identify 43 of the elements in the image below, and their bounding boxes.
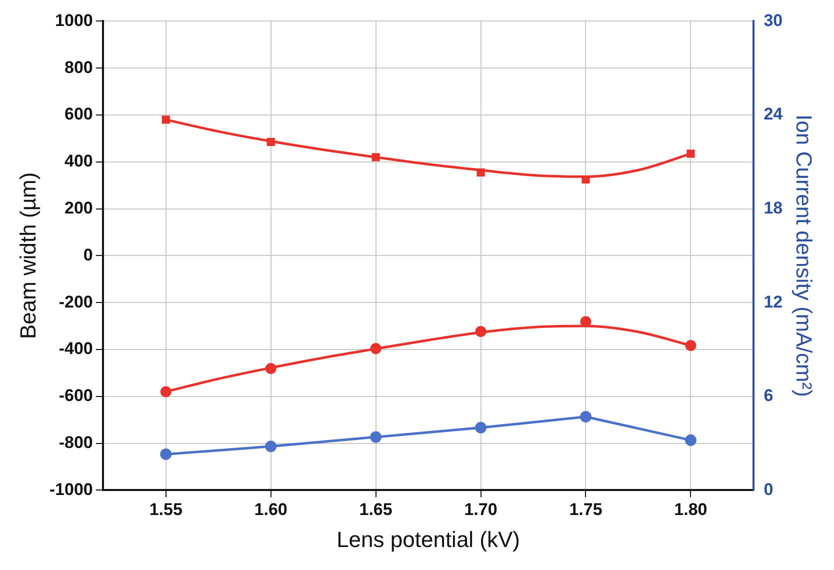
x-tick-label: 1.60 — [254, 500, 288, 520]
point — [160, 386, 172, 398]
point — [685, 340, 696, 352]
point — [580, 316, 592, 328]
point — [372, 153, 380, 162]
y-tick-label: 200 — [64, 198, 93, 218]
x-tick-label: 1.75 — [569, 500, 602, 520]
point — [160, 448, 172, 460]
x-axis-title: Lens potential (kV) — [336, 526, 520, 552]
y-tick-label: 600 — [64, 104, 93, 124]
point — [686, 150, 695, 158]
y-tick-label: -400 — [58, 339, 93, 358]
x-tick-label: 1.65 — [359, 500, 392, 520]
y-tick-label: -800 — [58, 432, 93, 452]
point — [265, 440, 277, 452]
point — [370, 431, 382, 443]
y-axis-title: Beam width (µm) — [15, 172, 40, 340]
point — [475, 422, 487, 434]
y2-tick-label: 24 — [764, 104, 784, 124]
y-tick-label: -1000 — [49, 480, 93, 499]
y2-tick-label: 12 — [764, 292, 783, 312]
y-tick-label: 400 — [64, 152, 93, 171]
y-tick-label: -200 — [58, 292, 93, 312]
y2-axis-title: Ion Current density (mA/cm²) — [792, 114, 817, 397]
y-tick-label: 800 — [64, 58, 93, 77]
point — [162, 116, 170, 124]
y2-tick-label: 0 — [764, 480, 774, 499]
point — [476, 168, 485, 176]
x-tick-label: 1.80 — [674, 500, 708, 520]
point — [684, 434, 696, 446]
x-tick-label: 1.70 — [464, 500, 498, 520]
point — [580, 410, 592, 422]
point — [475, 326, 486, 337]
y-tick-label: 1000 — [55, 10, 93, 30]
point — [370, 343, 382, 354]
y2-tick-label: 6 — [764, 386, 774, 406]
y-tick-label: -600 — [58, 386, 93, 406]
y2-tick-label: 18 — [764, 198, 783, 218]
point — [265, 362, 276, 374]
point — [266, 138, 275, 146]
x-tick-label: 1.55 — [149, 500, 182, 520]
y-tick-label: 0 — [83, 245, 93, 264]
y2-tick-label: 30 — [764, 10, 783, 30]
